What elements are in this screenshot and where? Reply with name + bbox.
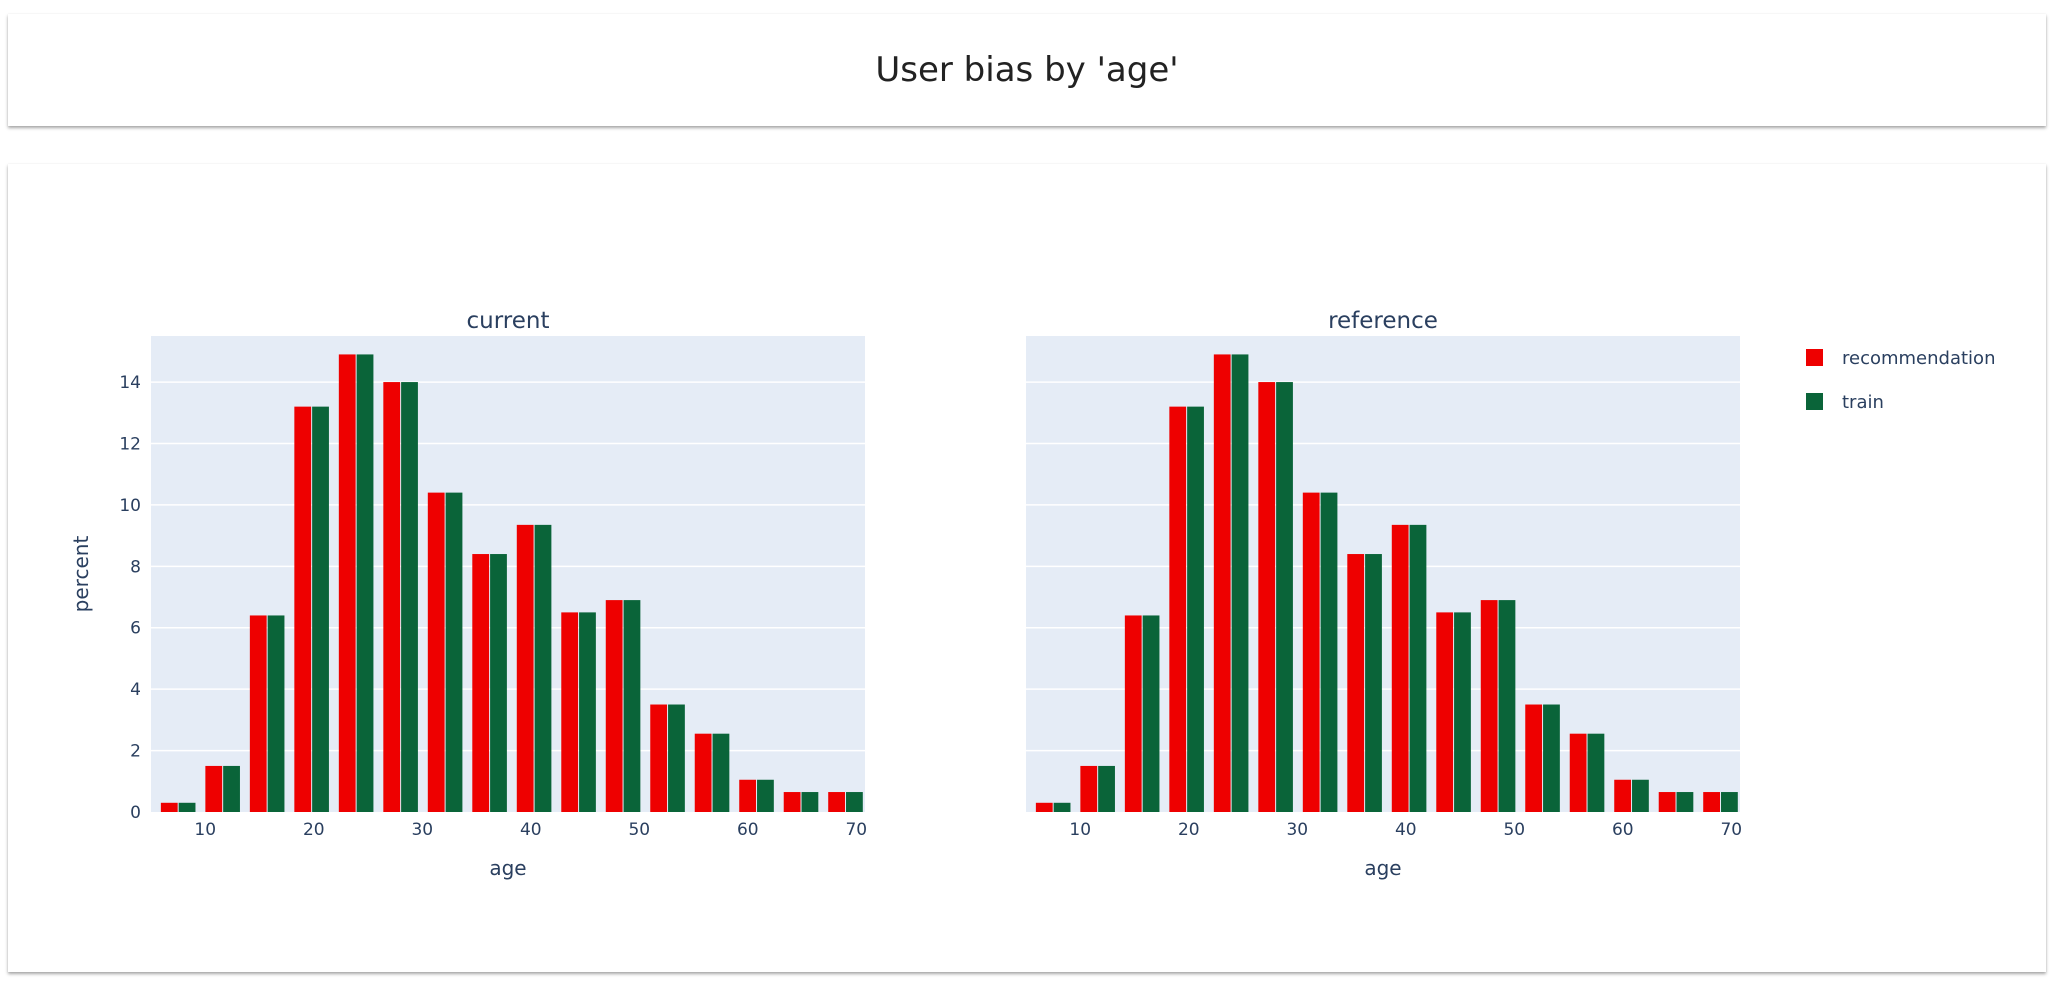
bar-train bbox=[267, 615, 285, 812]
bar-recommendation bbox=[1436, 612, 1454, 812]
bar-train bbox=[801, 792, 819, 812]
y-tick-label: 6 bbox=[130, 619, 141, 639]
bar-train bbox=[356, 354, 374, 812]
bar-recommendation bbox=[783, 792, 801, 812]
bar-train bbox=[1231, 354, 1249, 812]
title-card: User bias by 'age' bbox=[8, 14, 2046, 126]
bar-recommendation bbox=[160, 802, 178, 812]
y-tick-label: 12 bbox=[119, 434, 141, 454]
x-tick-label: 20 bbox=[1178, 820, 1200, 840]
bar-recommendation bbox=[472, 554, 490, 812]
bar-train bbox=[401, 382, 418, 812]
bar-recommendation bbox=[694, 733, 712, 812]
legend-label-train: train bbox=[1842, 392, 1884, 413]
bar-recommendation bbox=[1347, 554, 1365, 812]
bar-recommendation bbox=[1391, 524, 1409, 812]
bar-train bbox=[1721, 792, 1738, 812]
y-tick-label: 4 bbox=[130, 680, 141, 700]
bar-recommendation bbox=[338, 354, 356, 812]
bar-recommendation bbox=[650, 704, 668, 812]
x-tick-label: 40 bbox=[1395, 820, 1417, 840]
bar-train bbox=[490, 554, 507, 812]
bar-recommendation bbox=[1614, 779, 1632, 812]
bar-train bbox=[1098, 765, 1115, 812]
y-tick-label: 10 bbox=[119, 496, 141, 516]
x-tick-label: 50 bbox=[628, 820, 650, 840]
chart-card: 10 20 30 40 50 60 70 0 2 4 6 8 10 12 14 percent current a… bbox=[8, 164, 2046, 972]
legend-swatch-recommendation bbox=[1806, 349, 1823, 366]
bar-recommendation bbox=[205, 765, 223, 812]
x-tick-label: 20 bbox=[303, 820, 325, 840]
x-tick-label: 10 bbox=[194, 820, 216, 840]
bar-recommendation bbox=[1480, 600, 1498, 812]
bar-recommendation bbox=[605, 600, 623, 812]
bar-train bbox=[623, 600, 641, 812]
bar-recommendation bbox=[739, 779, 757, 812]
x-tick-label: 30 bbox=[1286, 820, 1308, 840]
bar-train bbox=[223, 765, 240, 812]
x-tick-label: 10 bbox=[1069, 820, 1091, 840]
bar-train bbox=[757, 779, 774, 812]
bar-train bbox=[1365, 554, 1382, 812]
bar-train bbox=[1543, 704, 1560, 812]
bar-train bbox=[445, 492, 463, 812]
x-tick-label: 70 bbox=[1720, 820, 1742, 840]
bar-train bbox=[579, 612, 596, 812]
bar-recommendation bbox=[1213, 354, 1231, 812]
bar-recommendation bbox=[294, 406, 312, 812]
x-tick-label: 60 bbox=[1612, 820, 1634, 840]
bar-train bbox=[1409, 524, 1427, 812]
y-tick-label: 0 bbox=[130, 803, 141, 823]
bar-train bbox=[1276, 382, 1293, 812]
y-tick-label: 8 bbox=[130, 557, 141, 577]
bar-train bbox=[712, 733, 730, 812]
bias-chart: 10 20 30 40 50 60 70 0 2 4 6 8 10 12 14 percent current a… bbox=[69, 308, 1995, 880]
x-axis-title: age bbox=[489, 856, 526, 880]
bar-recommendation bbox=[561, 612, 579, 812]
bar-recommendation bbox=[1169, 406, 1187, 812]
bar-recommendation bbox=[1569, 733, 1587, 812]
bar-train bbox=[668, 704, 685, 812]
bar-train bbox=[1454, 612, 1471, 812]
bar-train bbox=[1142, 615, 1160, 812]
bar-train bbox=[1053, 802, 1071, 812]
bar-train bbox=[1632, 779, 1649, 812]
bar-train bbox=[1320, 492, 1338, 812]
legend-label-recommendation: recommendation bbox=[1842, 348, 1995, 369]
bar-recommendation bbox=[1658, 792, 1676, 812]
bar-train bbox=[846, 792, 863, 812]
bar-recommendation bbox=[1302, 492, 1320, 812]
bar-train bbox=[312, 406, 329, 812]
y-tick-label: 14 bbox=[119, 373, 141, 393]
bar-train bbox=[1676, 792, 1694, 812]
x-axis-title: age bbox=[1364, 856, 1401, 880]
x-tick-label: 30 bbox=[411, 820, 433, 840]
bar-recommendation bbox=[1080, 765, 1098, 812]
x-tick-label: 60 bbox=[737, 820, 759, 840]
bar-recommendation bbox=[383, 382, 401, 812]
bar-train bbox=[1187, 406, 1204, 812]
x-tick-label: 40 bbox=[520, 820, 542, 840]
bar-recommendation bbox=[1703, 792, 1721, 812]
bar-train bbox=[1498, 600, 1516, 812]
y-axis-title: percent bbox=[69, 536, 93, 613]
bar-recommendation bbox=[1124, 615, 1142, 812]
bar-recommendation bbox=[1525, 704, 1543, 812]
panel-title-current: current bbox=[467, 308, 550, 334]
bar-recommendation bbox=[828, 792, 846, 812]
x-tick-label: 50 bbox=[1503, 820, 1525, 840]
page-title: User bias by 'age' bbox=[875, 50, 1179, 90]
legend-swatch-train bbox=[1806, 393, 1823, 410]
bar-recommendation bbox=[1035, 802, 1053, 812]
bar-train bbox=[1587, 733, 1605, 812]
bar-train bbox=[534, 524, 552, 812]
bar-recommendation bbox=[249, 615, 267, 812]
bar-recommendation bbox=[427, 492, 445, 812]
panel-title-reference: reference bbox=[1328, 308, 1438, 334]
bar-recommendation bbox=[516, 524, 534, 812]
x-tick-label: 70 bbox=[845, 820, 867, 840]
y-tick-label: 2 bbox=[130, 742, 141, 762]
bar-train bbox=[178, 802, 196, 812]
bar-recommendation bbox=[1258, 382, 1276, 812]
